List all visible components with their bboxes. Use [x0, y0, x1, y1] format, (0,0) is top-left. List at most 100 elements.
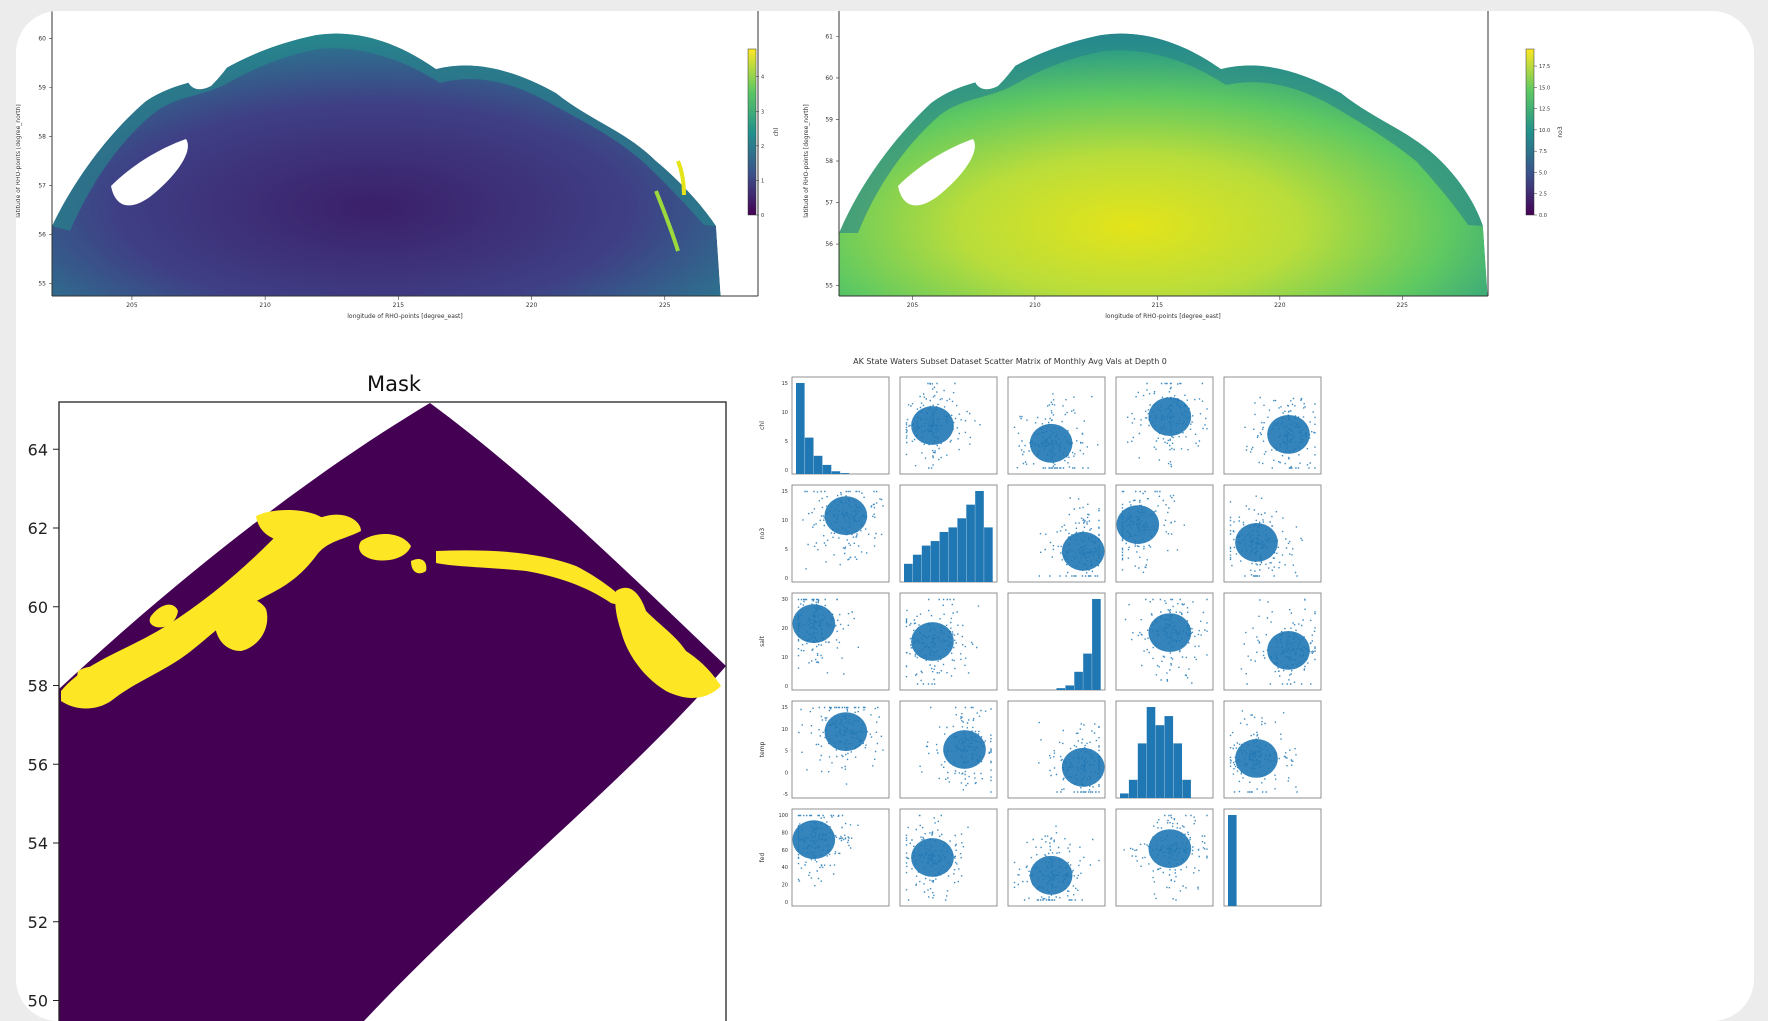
- scatter-row-tick: 10: [782, 518, 788, 524]
- tl-xtick-label: 225: [659, 302, 671, 309]
- histogram-bar: [1065, 685, 1074, 690]
- histogram-bar: [1146, 707, 1156, 798]
- scatter-row-tick: 20: [782, 883, 788, 889]
- scatter-cell-chl-fed: [1223, 376, 1322, 475]
- chl-x-axis-label: longitude of RHO-points [degree_east]: [347, 313, 463, 320]
- no3-y-ticks: 55 56 57 58 59 60 61: [825, 33, 839, 290]
- tl-ytick-label: 60: [38, 35, 46, 42]
- chl-colorbar: [747, 48, 757, 216]
- tl-cbtick-label: 1: [761, 178, 764, 184]
- histogram-bar: [796, 383, 805, 474]
- tl-xtick-label: 220: [526, 302, 538, 309]
- scatter-row-tick: 20: [782, 626, 788, 632]
- mask-y-ticks: 50 52 54 56 58 60 62 64: [28, 440, 59, 1011]
- histogram-bar: [966, 504, 975, 582]
- scatter-row-tick: 0: [785, 900, 788, 906]
- tr-cbtick-label: 12.5: [1539, 107, 1550, 113]
- histogram-bar: [930, 541, 940, 582]
- tl-cbtick-label: 2: [761, 144, 764, 150]
- tr-cbtick-label: 7.5: [1539, 149, 1547, 155]
- tr-xtick-label: 220: [1274, 302, 1286, 309]
- scatter-row-tick: 15: [782, 705, 788, 711]
- scatter-row-tick: 10: [782, 410, 788, 416]
- histogram-bar: [939, 531, 949, 582]
- scatter-points: [798, 706, 884, 785]
- kodiak-island-land: [111, 139, 188, 206]
- tr-cbtick-label: 15.0: [1539, 85, 1550, 91]
- scatter-points: [1038, 721, 1100, 793]
- tr-xtick-label: 215: [1152, 302, 1164, 309]
- scatter-dense-core: [1116, 505, 1160, 544]
- scatter-cell-salt-chl: [791, 592, 890, 691]
- scatter-dense-core: [1267, 415, 1310, 454]
- scatter-matrix-grid: chl 0 5 10 15 no3 0 5 10 15 salt 0 10 20 30 temp -5 0 5 10 1…: [759, 376, 1322, 907]
- scatter-row-tick: 10: [782, 655, 788, 661]
- tr-ytick-label: 61: [825, 33, 833, 40]
- scatter-dense-core: [1235, 739, 1278, 778]
- tr-ytick-label: 56: [825, 241, 833, 248]
- scatter-row-tick: 10: [782, 727, 788, 733]
- scatter-cell-temp-chl: [791, 700, 890, 799]
- no3-cook-inlet-land: [973, 25, 1030, 90]
- scatter-cell-fed-no3: [899, 808, 998, 907]
- scatter-matrix-panel: AK State Waters Subset Dataset Scatter M…: [759, 357, 1322, 907]
- scatter-dense-core: [911, 838, 954, 877]
- scatter-cell-fed-chl: [791, 808, 890, 907]
- mask-ytick-label: 52: [28, 913, 48, 932]
- tl-ytick-label: 57: [38, 183, 46, 190]
- scatter-dense-core: [1029, 855, 1073, 895]
- histogram-bar: [1083, 653, 1092, 690]
- scatter-dense-core: [1148, 613, 1192, 652]
- histogram-bar: [984, 527, 993, 582]
- scatter-cell-no3-temp: [1115, 484, 1214, 583]
- scatter-cell-temp-temp: [1115, 700, 1214, 799]
- scatter-dense-core: [1061, 747, 1105, 787]
- scatter-dense-core: [1029, 423, 1073, 463]
- scatter-row-tick: 30: [782, 597, 788, 603]
- scatter-cell-chl-salt: [1007, 376, 1106, 475]
- histogram-bar: [1182, 779, 1191, 798]
- tl-ytick-label: 55: [38, 281, 46, 288]
- no3-colorbar: [1525, 48, 1535, 216]
- chl-colorbar-label: chl: [773, 127, 780, 136]
- scatter-cell-salt-fed: [1223, 592, 1322, 691]
- no3-colorbar-ticks: 0.0 2.5 5.0 7.5 10.0 12.5 15.0 17.5: [1534, 64, 1550, 219]
- scatter-cell-fed-fed: [1223, 808, 1322, 907]
- chl-x-ticks: 205 210 215 220 225: [126, 296, 671, 309]
- scatter-cell-temp-fed: [1223, 700, 1322, 799]
- scatter-row-tick: 80: [782, 830, 788, 836]
- tr-ytick-label: 57: [825, 200, 833, 207]
- mask-panel: Mask 50 52 54 56 58 60 62 64: [28, 372, 727, 1021]
- scatter-row-tick: 15: [782, 381, 788, 387]
- scatter-cell-no3-fed: [1223, 484, 1322, 583]
- scatter-cell-temp-salt: [1007, 700, 1106, 799]
- scatter-row-label: chl: [759, 421, 766, 430]
- scatter-row-tick: 60: [782, 848, 788, 854]
- tr-ytick-label: 60: [825, 75, 833, 82]
- scatter-dense-core: [1148, 829, 1192, 868]
- histogram-bar: [1173, 743, 1182, 798]
- scatter-dense-core: [911, 622, 954, 661]
- no3-map-panel: 55 56 57 58 59 60 61 205 210 215 220 225 latitude …: [803, 11, 1564, 320]
- scatter-row-tick: 0: [785, 770, 788, 776]
- chl-coastline-land: [52, 11, 758, 296]
- tl-ytick-label: 58: [38, 133, 46, 140]
- histogram-bar: [1056, 688, 1066, 690]
- scatter-matrix-title: AK State Waters Subset Dataset Scatter M…: [853, 357, 1167, 366]
- no3-x-ticks: 205 210 215 220 225: [907, 296, 1408, 309]
- mask-ytick-label: 56: [28, 755, 48, 774]
- scatter-dense-core: [792, 820, 836, 860]
- histogram-bar: [1155, 725, 1165, 798]
- chl-coastal-band: [52, 33, 716, 232]
- scatter-row-label: temp: [759, 741, 766, 757]
- mask-ytick-label: 50: [28, 992, 48, 1011]
- scatter-dense-core: [1061, 531, 1105, 571]
- scatter-dense-core: [1235, 523, 1278, 562]
- scatter-row-label: fed: [759, 853, 766, 863]
- mask-region-0: [59, 403, 726, 1021]
- screenshot-card: 55 56 57 58 59 60 205 210 215 220 225 latitude of…: [16, 11, 1754, 1021]
- scatter-cell-fed-salt: [1007, 808, 1106, 907]
- histogram-bar: [840, 473, 850, 474]
- histogram-bar: [975, 491, 984, 582]
